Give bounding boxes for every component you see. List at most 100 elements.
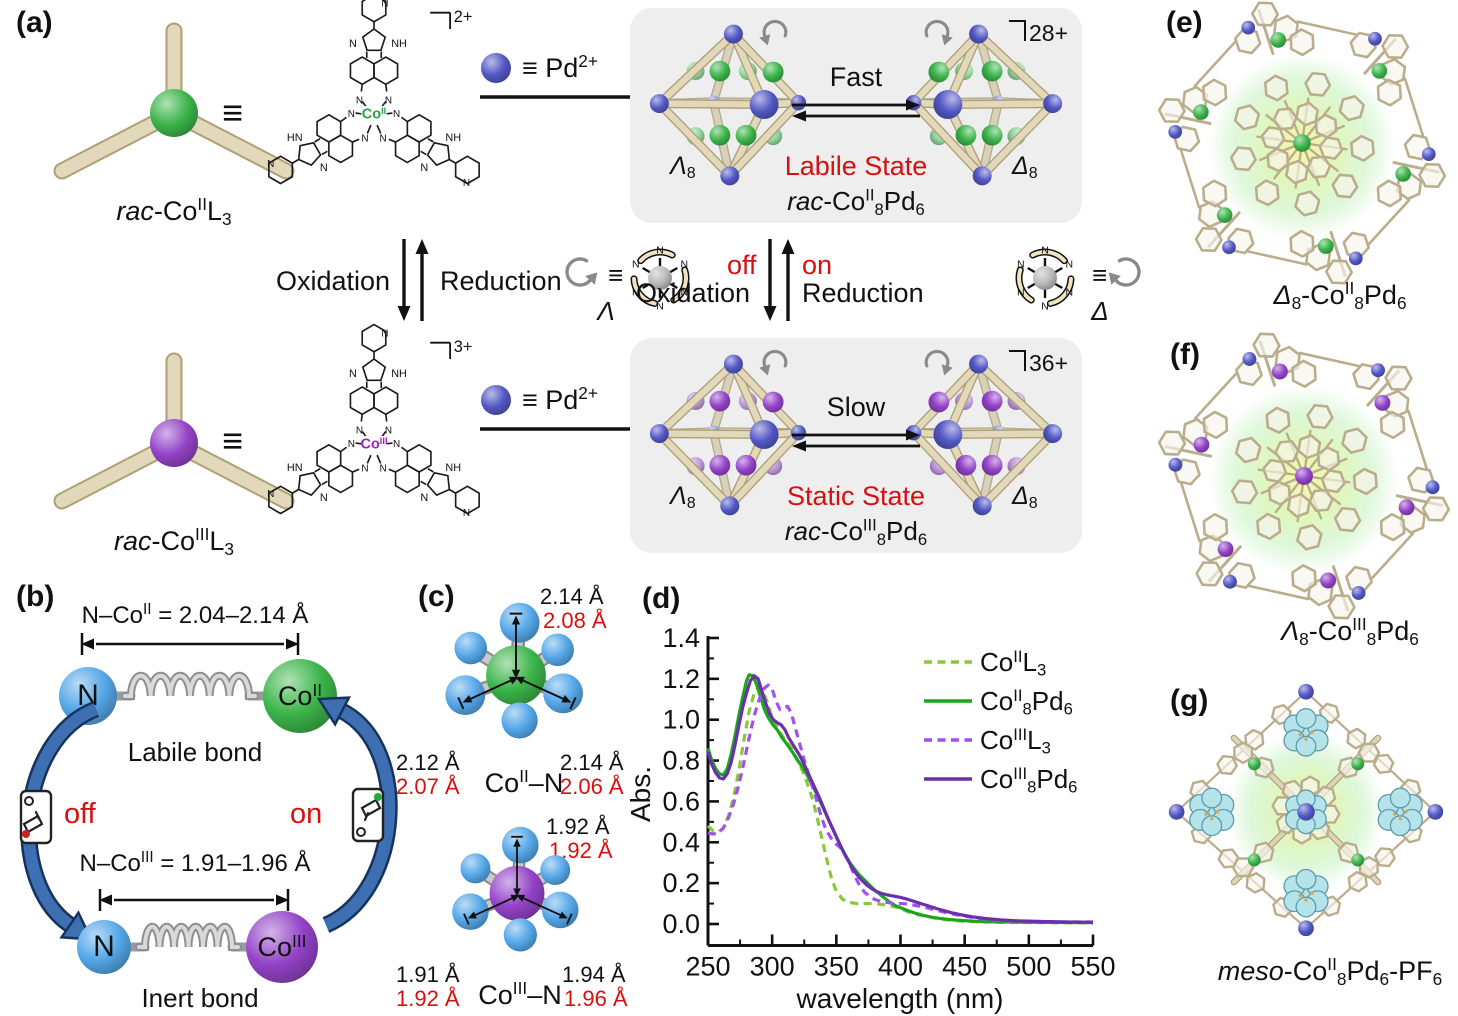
svg-text:250: 250 (685, 952, 730, 982)
co-front (735, 454, 757, 476)
panel-g-label: (g) (1170, 684, 1209, 717)
bond1-name: Labile bond (127, 737, 263, 767)
co-sphere (1271, 363, 1288, 380)
box2-caption: rac-CoIII8Pd6 (784, 515, 928, 549)
svg-text:N: N (349, 38, 357, 50)
svg-text:N: N (680, 259, 688, 271)
co-sphere (246, 911, 318, 983)
co3-right-red: 1.96 Å (564, 986, 628, 1011)
panel-e-caption: Δ8-CoII8Pd6 (1273, 278, 1407, 313)
svg-text:1.2: 1.2 (662, 664, 700, 694)
off-label: off (64, 798, 96, 830)
svg-text:N: N (393, 439, 400, 450)
tripod-ligand-co3-icon (53, 352, 295, 510)
co-front (955, 124, 977, 146)
pf6-anion (1189, 787, 1235, 837)
inert-bond-diagram: N CoIII (77, 911, 318, 983)
co-sphere (1395, 166, 1411, 182)
pd-front (749, 420, 779, 449)
pd-sphere (1298, 920, 1314, 937)
pd-sphere (1351, 586, 1366, 600)
pd-sphere-icon (481, 385, 511, 415)
co3-left-black: 1.91 Å (396, 962, 460, 987)
panel-f-caption: Λ8-CoIII8Pd6 (1281, 614, 1419, 649)
redox-arrows-icon (397, 239, 429, 321)
co-front (762, 61, 784, 83)
svg-text:wavelength (nm): wavelength (nm) (796, 983, 1004, 1014)
metal-sphere (150, 419, 198, 467)
svg-text:≡: ≡ (608, 260, 623, 290)
co2-left-black: 2.12 Å (396, 750, 460, 775)
svg-text:N: N (361, 133, 368, 144)
pd-sphere (1242, 352, 1257, 366)
pd (1043, 94, 1063, 114)
svg-text:350: 350 (814, 952, 859, 982)
pd-sphere (1427, 803, 1444, 820)
pd-sphere (1168, 125, 1183, 139)
pd-front (749, 90, 779, 119)
panel-e-label: (e) (1166, 6, 1203, 39)
n-ligand (540, 855, 571, 886)
svg-text:550: 550 (1070, 952, 1115, 982)
co-front (928, 391, 950, 413)
pd (790, 95, 807, 111)
svg-text: CoII (362, 106, 387, 123)
co-sphere (1193, 436, 1210, 453)
n-ligand (454, 631, 488, 665)
svg-text:0.6: 0.6 (662, 786, 700, 816)
metal-center (648, 266, 672, 290)
pd (723, 354, 743, 374)
svg-text:N: N (1017, 287, 1025, 299)
svg-text:N: N (420, 492, 428, 504)
metal-center (1033, 266, 1057, 290)
reduction-mid: Reduction (802, 278, 924, 308)
pf6-anion (1283, 708, 1329, 757)
pd (720, 166, 740, 186)
octahedron-co2-icon (445, 602, 583, 739)
co-sphere (1374, 394, 1391, 411)
co2-right-black: 2.14 Å (560, 750, 624, 775)
cage-delta-co3-icon (905, 349, 1063, 516)
cage-lambda-co3-icon (649, 349, 807, 516)
svg-text:N: N (1065, 287, 1073, 299)
n-sphere (59, 667, 117, 725)
series-CoIIIL3 (707, 683, 1093, 924)
labile-state-box: Λ8 Δ8 Fast Labile State rac-CoII8Pd6 28+ (630, 8, 1082, 223)
delta-chirality-icon: N N N N N N ≡ Δ (1015, 245, 1141, 326)
pd-sphere (1371, 363, 1385, 378)
pd-definition-text: ≡ Pd2+ (522, 382, 598, 415)
svg-text:N: N (632, 259, 640, 271)
series-CoIII8Pd6 (706, 674, 1094, 924)
tripod-co2-caption: rac-CoIIL3 (116, 194, 232, 229)
svg-text: Λ (595, 296, 614, 326)
co2-right-red: 2.06 Å (560, 774, 624, 799)
svg-text:N: N (379, 133, 386, 144)
rate-label: Slow (826, 392, 886, 422)
n-ligand (501, 702, 538, 739)
cage-lambda-co2-icon (649, 19, 807, 186)
svg-text:N: N (356, 95, 363, 106)
pd (972, 496, 992, 516)
equilibrium-arrows-icon (792, 429, 920, 452)
svg-text:N: N (656, 245, 664, 257)
charge-bracket-icon (1008, 350, 1026, 371)
svg-text:N: N (1065, 259, 1073, 271)
static-state-box: Λ8 Δ8 Slow Static State rac-CoIII8Pd6 36… (630, 338, 1082, 553)
co-sphere (263, 659, 337, 733)
pd-front (933, 420, 963, 449)
svg-text: CoIII (360, 436, 387, 453)
panel-a-label: (a) (16, 6, 53, 39)
svg-text:≡: ≡ (1092, 260, 1107, 290)
series-CoIIL3 (706, 685, 1094, 925)
co-front (709, 124, 731, 146)
co3-left-red: 1.92 Å (396, 986, 460, 1011)
pd-sphere (1168, 803, 1185, 820)
tripod-ligand-co2-icon (53, 22, 295, 180)
svg-text:N: N (632, 287, 640, 299)
uv-vis-chart: 250 300 350 400 450 500 550 0.0 0.2 0.4 0.6 0.8 1.0 1… (625, 623, 1116, 1014)
svg-text:N: N (267, 159, 274, 170)
panel-f-label: (f) (1170, 338, 1200, 371)
co-sphere (1270, 32, 1287, 48)
co2-left-red: 2.07 Å (396, 774, 460, 799)
